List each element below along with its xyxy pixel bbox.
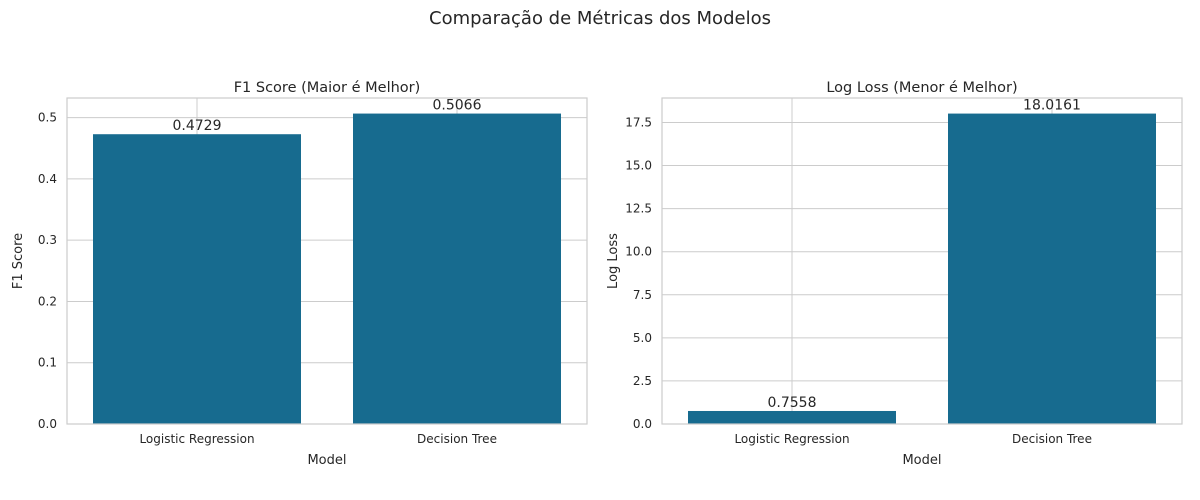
logloss-x-tick-label: Logistic Regression — [734, 432, 849, 446]
logloss-y-axis-label: Log Loss — [606, 233, 621, 289]
f1-y-ticks: 0.0 0.1 0.2 0.3 0.4 0.5 — [38, 111, 57, 431]
logloss-y-tick-label: 17.5 — [625, 115, 652, 129]
log-loss-chart: 0.0 2.5 5.0 7.5 10.0 12.5 15.0 17.5 Logistic Re… — [606, 80, 1183, 468]
f1-y-tick-label: 0.1 — [38, 356, 57, 370]
f1-y-axis-label: F1 Score — [11, 233, 26, 289]
f1-y-tick-label: 0.2 — [38, 294, 57, 308]
logloss-y-tick-label: 2.5 — [633, 374, 652, 388]
logloss-data-label: 0.7558 — [768, 395, 817, 411]
logloss-y-tick-label: 12.5 — [625, 202, 652, 216]
f1-data-labels: 0.4729 0.5066 — [173, 98, 482, 135]
logloss-y-tick-label: 15.0 — [625, 159, 652, 173]
f1-plot-frame — [66, 97, 588, 425]
f1-y-tick-label: 0.4 — [38, 172, 57, 186]
logloss-data-labels: 0.7558 18.0161 — [768, 98, 1081, 411]
logloss-data-label: 18.0161 — [1023, 98, 1081, 114]
logloss-y-tick-label: 10.0 — [625, 245, 652, 259]
f1-bar-decision-tree — [353, 113, 561, 424]
f1-y-tick-label: 0.5 — [38, 111, 57, 125]
logloss-y-tick-label: 0.0 — [633, 417, 652, 431]
f1-bars — [93, 113, 561, 425]
f1-bar-logistic-regression — [93, 134, 301, 425]
f1-x-axis-label: Model — [307, 453, 346, 468]
f1-x-tick-label: Logistic Regression — [139, 432, 254, 446]
logloss-x-axis-label: Model — [902, 453, 941, 468]
logloss-plot-frame — [661, 97, 1183, 425]
figure-title: Comparação de Métricas dos Modelos — [429, 8, 771, 29]
logloss-bar-logistic-regression — [688, 410, 896, 424]
logloss-y-tick-label: 5.0 — [633, 331, 652, 345]
f1-y-tick-label: 0.0 — [38, 417, 57, 431]
f1-data-label: 0.4729 — [173, 118, 222, 134]
logloss-x-tick-label: Decision Tree — [1012, 432, 1092, 446]
logloss-bars — [688, 113, 1156, 425]
f1-chart-title: F1 Score (Maior é Melhor) — [234, 80, 421, 96]
logloss-chart-title: Log Loss (Menor é Melhor) — [826, 80, 1017, 96]
logloss-y-tick-label: 7.5 — [633, 288, 652, 302]
logloss-y-ticks: 0.0 2.5 5.0 7.5 10.0 12.5 15.0 17.5 — [625, 115, 652, 431]
f1-x-ticks: Logistic Regression Decision Tree — [139, 432, 497, 446]
logloss-x-ticks: Logistic Regression Decision Tree — [734, 432, 1092, 446]
logloss-bar-decision-tree — [948, 113, 1156, 425]
f1-x-tick-label: Decision Tree — [417, 432, 497, 446]
f1-data-label: 0.5066 — [433, 98, 482, 114]
f1-score-chart: 0.0 0.1 0.2 0.3 0.4 0.5 Logistic Regression De… — [11, 80, 588, 468]
f1-y-tick-label: 0.3 — [38, 233, 57, 247]
